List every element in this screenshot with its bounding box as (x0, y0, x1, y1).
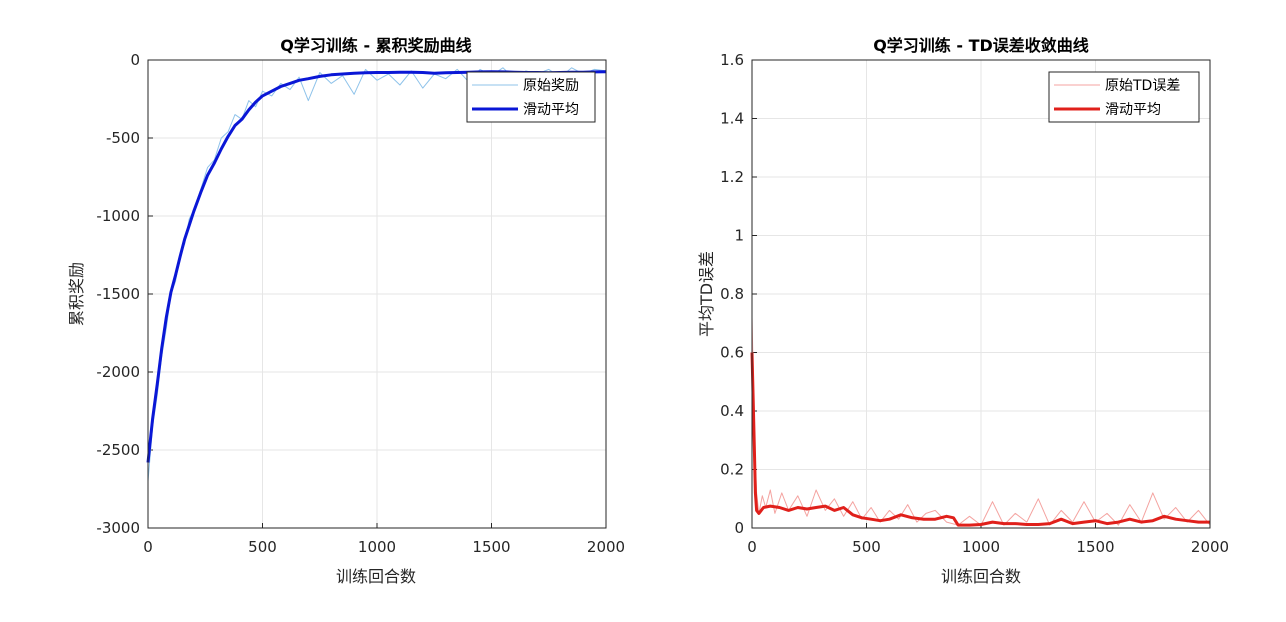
x-tick-label: 0 (143, 538, 153, 556)
x-tick-label: 2000 (587, 538, 625, 556)
y-tick-label: 1 (734, 227, 744, 245)
x-tick-label: 500 (852, 538, 881, 556)
x-tick-label: 1500 (472, 538, 510, 556)
y-tick-label: -1000 (96, 207, 140, 225)
y-tick-label: 1.6 (720, 51, 744, 69)
legend-label-raw: 原始奖励 (523, 77, 579, 94)
y-tick-labels: -3000 -2500 -2000 -1500 -1000 -500 0 (96, 51, 140, 537)
plot-frame (751, 59, 1211, 529)
reward-chart: Q学习训练 - 累积奖励曲线 0 500 1000 1500 2000 -3000 -25… (67, 36, 625, 586)
y-axis-label: 累积奖励 (67, 262, 86, 326)
y-tick-label: -3000 (96, 519, 140, 537)
x-tick-label: 1000 (962, 538, 1000, 556)
plot-frame (147, 59, 607, 529)
y-tick-label: 0.2 (720, 461, 744, 479)
x-axis-label: 训练回合数 (941, 567, 1021, 586)
y-tick-label: 0.4 (720, 402, 744, 420)
x-tick-labels: 0 500 1000 1500 2000 (143, 538, 625, 556)
x-tick-label: 1000 (358, 538, 396, 556)
y-axis-label: 平均TD误差 (697, 251, 716, 337)
legend-box (466, 71, 596, 123)
legend-label-raw: 原始TD误差 (1105, 78, 1180, 94)
chart-title: Q学习训练 - 累积奖励曲线 (280, 36, 471, 55)
y-tick-label: 0 (130, 51, 140, 69)
x-tick-label: 2000 (1191, 538, 1229, 556)
y-tick-label: -2500 (96, 441, 140, 459)
x-axis-label: 训练回合数 (336, 567, 416, 586)
series-layer (750, 317, 1211, 527)
legend-label-smooth: 滑动平均 (1105, 101, 1161, 118)
legend-label-smooth: 滑动平均 (523, 101, 579, 118)
legend: 原始奖励 滑动平均 (466, 71, 596, 123)
y-tick-label: 1.2 (720, 168, 744, 186)
x-tick-labels: 0 500 1000 1500 2000 (747, 538, 1229, 556)
y-tick-label: 1.4 (720, 110, 744, 128)
y-tick-labels: 0 0.2 0.4 0.6 0.8 1 1.2 1.4 1.6 (720, 51, 744, 537)
smoothed-series-line (750, 352, 1210, 527)
legend: 原始TD误差 滑动平均 (1048, 71, 1200, 123)
x-tick-label: 0 (747, 538, 757, 556)
y-tick-label: 0.8 (720, 285, 744, 303)
legend-box (1048, 71, 1200, 123)
y-tick-label: -2000 (96, 363, 140, 381)
x-tick-label: 500 (248, 538, 277, 556)
y-tick-label: 0 (734, 519, 744, 537)
x-tick-label: 1500 (1076, 538, 1114, 556)
y-tick-label: 0.6 (720, 344, 744, 362)
y-tick-label: -1500 (96, 285, 140, 303)
y-tick-label: -500 (106, 129, 140, 147)
td-error-chart: Q学习训练 - TD误差收敛曲线 0 500 1000 1500 2000 0 0.2 0.… (697, 36, 1229, 586)
chart-title: Q学习训练 - TD误差收敛曲线 (873, 36, 1089, 55)
